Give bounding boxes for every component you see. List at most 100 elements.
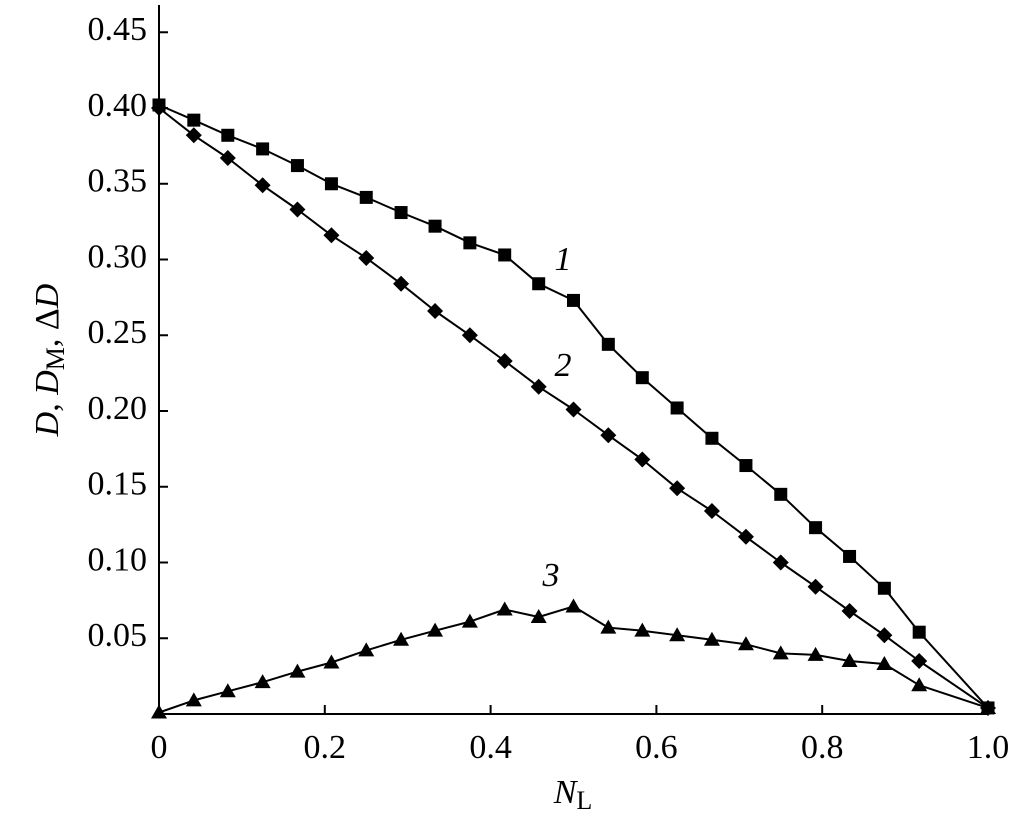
data-point <box>323 654 340 669</box>
x-label-sub: L <box>576 786 592 815</box>
series-label: 1 <box>555 241 572 278</box>
series-label: 2 <box>555 347 572 384</box>
data-point <box>358 642 375 657</box>
y-tick-label: 0.40 <box>88 87 148 124</box>
data-point <box>876 627 893 644</box>
data-point <box>912 625 926 639</box>
data-point <box>427 303 444 320</box>
y-label-sub: M <box>41 347 70 370</box>
data-point <box>185 692 202 707</box>
data-point <box>634 451 651 468</box>
y-tick-label: 0.35 <box>88 163 148 200</box>
y-label-part: D <box>29 283 66 309</box>
data-point <box>254 177 271 194</box>
series-label: 3 <box>542 557 560 594</box>
data-point <box>772 554 789 571</box>
data-point <box>670 401 684 415</box>
data-point <box>393 275 410 292</box>
data-point <box>498 248 512 262</box>
series-line <box>158 605 989 714</box>
data-point <box>669 480 686 497</box>
data-point <box>600 427 617 444</box>
x-tick-label: 0.6 <box>635 729 678 766</box>
data-point <box>774 487 788 501</box>
data-point <box>185 127 202 144</box>
data-point <box>461 327 478 344</box>
data-point <box>807 578 824 595</box>
data-point <box>463 236 477 250</box>
data-point <box>843 549 857 563</box>
y-tick-label: 0.30 <box>88 238 148 275</box>
data-point <box>911 677 928 692</box>
data-point <box>427 622 444 637</box>
data-point <box>289 663 306 678</box>
data-point <box>877 581 891 595</box>
data-point <box>428 219 442 233</box>
y-label-part: , <box>29 395 66 412</box>
data-point <box>841 652 858 667</box>
data-point <box>530 378 547 395</box>
y-tick-label: 0.20 <box>88 390 148 427</box>
data-point <box>809 521 823 535</box>
y-tick-label: 0.25 <box>88 314 148 351</box>
y-axis-label: D, DM, ΔD <box>29 283 70 437</box>
data-point <box>256 142 270 156</box>
y-tick-label: 0.15 <box>88 466 148 503</box>
data-point <box>634 622 651 637</box>
y-label-part: D <box>29 411 66 437</box>
y-tick-label: 0.10 <box>88 541 148 578</box>
y-tick-label: 0.45 <box>88 11 148 48</box>
data-point <box>394 206 408 220</box>
x-tick-label: 0.2 <box>304 729 347 766</box>
data-point <box>324 177 338 191</box>
data-point <box>254 674 271 689</box>
data-point <box>739 459 753 473</box>
data-point <box>393 631 410 646</box>
data-point <box>532 277 546 291</box>
data-point <box>359 190 373 204</box>
data-point <box>635 371 649 385</box>
data-point <box>461 613 478 628</box>
data-point <box>567 293 580 307</box>
data-point <box>737 636 754 651</box>
data-point <box>496 353 513 370</box>
data-point <box>600 619 617 634</box>
data-point <box>358 249 375 266</box>
y-label-part: D <box>29 370 66 396</box>
x-axis-label: NL <box>553 774 593 815</box>
x-tick-label: 1.0 <box>967 729 1010 766</box>
x-tick-label: 0 <box>151 729 168 766</box>
y-tick-label: 0.05 <box>88 617 148 654</box>
data-point <box>669 627 686 642</box>
data-point <box>151 100 167 117</box>
x-label-main: N <box>553 774 579 811</box>
data-point <box>219 150 236 167</box>
data-point <box>911 652 928 669</box>
y-label-part: , Δ <box>29 308 66 347</box>
data-point <box>187 113 201 127</box>
data-point <box>980 699 996 714</box>
data-point <box>703 502 720 519</box>
data-point <box>601 337 615 351</box>
x-tick-label: 0.4 <box>469 729 512 766</box>
data-point <box>496 601 513 616</box>
data-point <box>290 159 304 173</box>
data-point <box>737 528 754 545</box>
data-point <box>289 201 306 218</box>
data-point <box>876 656 893 671</box>
x-tick-label: 0.8 <box>801 729 844 766</box>
data-point <box>221 128 235 142</box>
data-point <box>151 704 167 719</box>
data-point <box>841 602 858 619</box>
data-point <box>772 645 789 660</box>
data-point <box>530 609 547 624</box>
data-point <box>807 646 824 661</box>
data-point <box>219 683 236 698</box>
data-point <box>703 631 720 646</box>
data-point <box>705 431 719 445</box>
data-point <box>565 598 582 613</box>
series-line <box>158 107 989 709</box>
data-point <box>565 401 582 418</box>
